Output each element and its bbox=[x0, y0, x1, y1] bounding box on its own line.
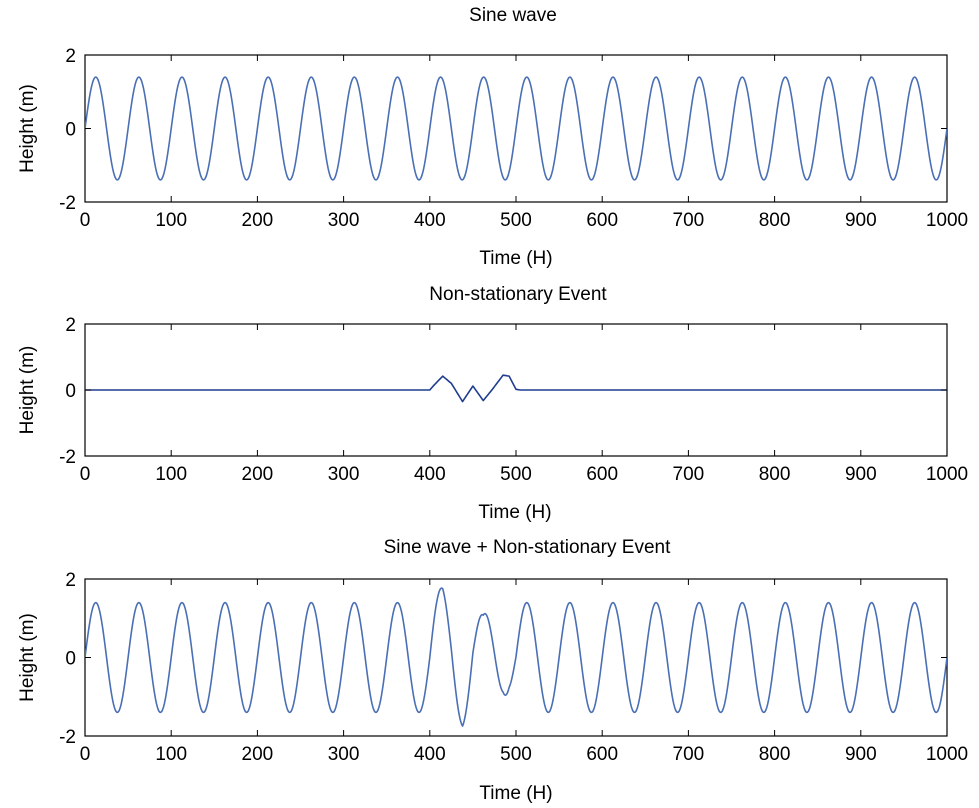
subplot-sine-wave: Sine wave -202 0 100 200 300 400 500 600 700 800… bbox=[17, 5, 968, 269]
series-line bbox=[85, 587, 947, 727]
subplot-title: Non-stationary Event bbox=[429, 284, 607, 305]
x-tick-label: 700 bbox=[673, 744, 705, 765]
x-tick-label: 100 bbox=[155, 210, 187, 231]
x-tick-label: 700 bbox=[673, 464, 705, 485]
x-tick-label: 1000 bbox=[926, 210, 968, 231]
x-tick-label: 900 bbox=[845, 464, 877, 485]
x-tick-label: 800 bbox=[759, 464, 791, 485]
x-tick-label: 300 bbox=[328, 744, 360, 765]
x-tick-label: 0 bbox=[80, 744, 91, 765]
y-tick-label: -2 bbox=[59, 727, 76, 748]
y-axis-label: Height (m) bbox=[17, 84, 38, 173]
series-group bbox=[85, 374, 947, 403]
x-tick-label: 1000 bbox=[926, 744, 968, 765]
series-line bbox=[85, 76, 947, 181]
x-tick-label: 300 bbox=[328, 210, 360, 231]
series-line bbox=[85, 374, 947, 403]
y-tick-label: 0 bbox=[65, 120, 76, 141]
x-tick-label: 0 bbox=[80, 464, 91, 485]
x-tick-label: 800 bbox=[759, 210, 791, 231]
x-ticks: 0 100 200 300 400 500 600 700 800 900 1000 bbox=[80, 579, 968, 765]
y-tick-label: -2 bbox=[59, 447, 76, 468]
x-tick-label: 600 bbox=[586, 464, 618, 485]
x-ticks: 0 100 200 300 400 500 600 700 800 900 1000 bbox=[80, 55, 968, 231]
x-tick-label: 100 bbox=[155, 464, 187, 485]
series-group bbox=[85, 587, 947, 727]
x-tick-label: 600 bbox=[586, 744, 618, 765]
x-tick-label: 300 bbox=[328, 464, 360, 485]
x-tick-label: 600 bbox=[586, 210, 618, 231]
x-tick-label: 200 bbox=[242, 210, 274, 231]
x-ticks: 0 100 200 300 400 500 600 700 800 900 1000 bbox=[80, 324, 968, 485]
x-tick-label: 100 bbox=[155, 744, 187, 765]
y-axis-label: Height (m) bbox=[17, 346, 38, 435]
y-ticks: -2 0 2 bbox=[59, 46, 947, 214]
y-tick-label: 0 bbox=[65, 649, 76, 670]
y-tick-label: 2 bbox=[65, 46, 76, 67]
subplot-title: Sine wave bbox=[469, 5, 557, 26]
x-tick-label: 900 bbox=[845, 210, 877, 231]
y-axis-label: Height (m) bbox=[17, 613, 38, 702]
x-tick-label: 400 bbox=[414, 744, 446, 765]
x-axis-label: Time (H) bbox=[479, 248, 552, 269]
y-tick-label: 0 bbox=[65, 381, 76, 402]
x-tick-label: 900 bbox=[845, 744, 877, 765]
y-tick-label: 2 bbox=[65, 570, 76, 591]
y-ticks: -2 0 2 bbox=[59, 315, 947, 468]
x-tick-label: 800 bbox=[759, 744, 791, 765]
x-tick-label: 400 bbox=[414, 210, 446, 231]
x-tick-label: 500 bbox=[500, 744, 532, 765]
x-tick-label: 700 bbox=[673, 210, 705, 231]
y-tick-label: -2 bbox=[59, 193, 76, 214]
x-tick-label: 500 bbox=[500, 464, 532, 485]
x-tick-label: 200 bbox=[242, 744, 274, 765]
x-tick-label: 200 bbox=[242, 464, 274, 485]
subplot-title: Sine wave + Non-stationary Event bbox=[384, 537, 671, 558]
x-tick-label: 400 bbox=[414, 464, 446, 485]
x-tick-label: 1000 bbox=[926, 464, 968, 485]
y-ticks: -2 0 2 bbox=[59, 570, 947, 748]
y-tick-label: 2 bbox=[65, 315, 76, 336]
x-tick-label: 500 bbox=[500, 210, 532, 231]
x-axis-label: Time (H) bbox=[479, 783, 552, 804]
subplot-non-stationary-event: Non-stationary Event -202 0 100 200 300 400 5… bbox=[17, 284, 968, 523]
x-axis-label: Time (H) bbox=[478, 502, 551, 523]
series-group bbox=[85, 76, 947, 181]
x-tick-label: 0 bbox=[80, 210, 91, 231]
